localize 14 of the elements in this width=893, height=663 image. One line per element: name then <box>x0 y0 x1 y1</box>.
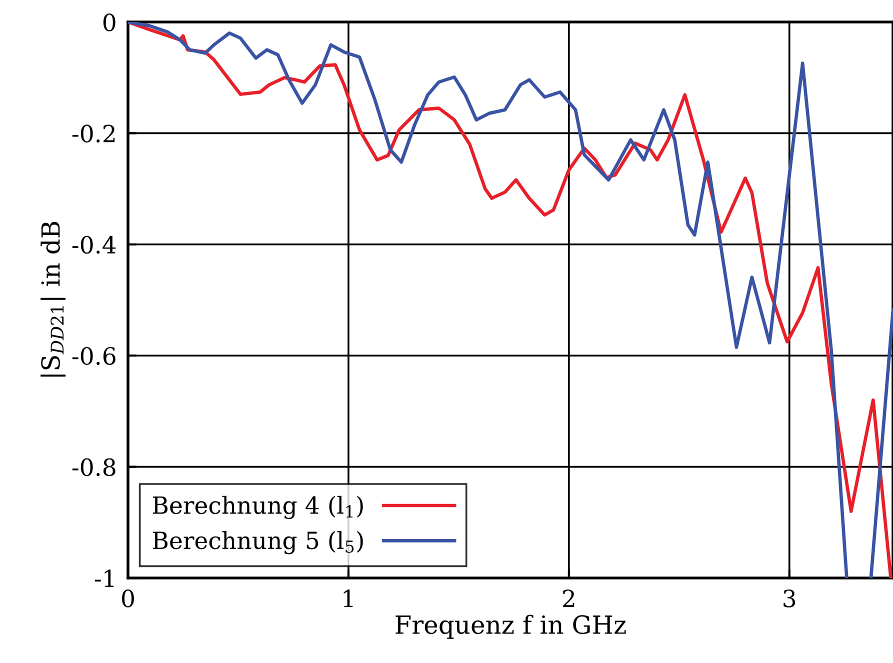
x-tick-label: 3 <box>784 590 796 608</box>
x-tick-label: 0 <box>122 590 134 608</box>
y-axis-title: |S$_{DD21}$| in dB <box>40 222 66 377</box>
x-axis-title: Frequenz f in GHz <box>396 614 626 639</box>
y-tick-label: -1 <box>94 569 114 587</box>
y-tick-label: -0.2 <box>72 124 115 143</box>
y-tick-label: -0.6 <box>72 347 116 365</box>
x-tick-label: 2 <box>563 590 574 608</box>
y-tick-label: -0.8 <box>72 458 116 476</box>
y-tick-label: -0.4 <box>72 236 116 254</box>
legend-label: Berechnung 4 (l$_{1}$) <box>152 496 363 520</box>
y-tick-label: 0 <box>103 13 116 32</box>
x-tick-label: 1 <box>344 590 353 608</box>
legend-label: Berechnung 5 (l$_{5}$) <box>152 531 363 554</box>
